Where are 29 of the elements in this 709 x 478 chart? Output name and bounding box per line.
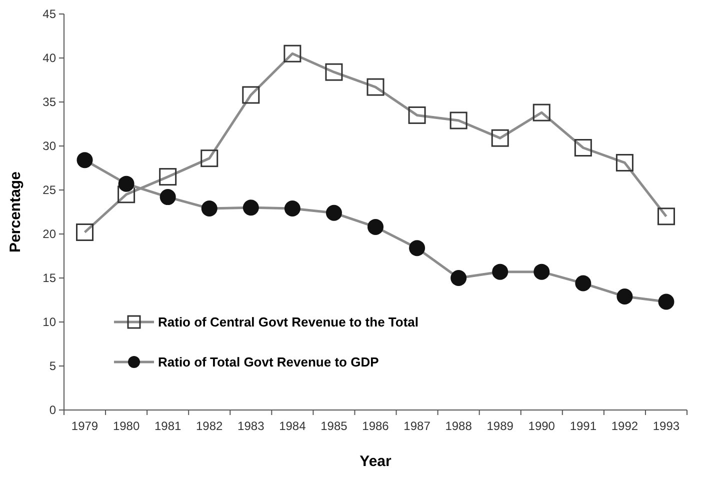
y-tick-label: 45 bbox=[42, 7, 56, 22]
x-tick-label: 1982 bbox=[196, 419, 224, 433]
y-tick-label: 5 bbox=[49, 359, 56, 374]
x-tick-label: 1984 bbox=[279, 419, 306, 433]
x-tick-label: 1987 bbox=[404, 419, 431, 433]
x-tick-label: 1993 bbox=[652, 419, 680, 433]
x-tick-label: 1991 bbox=[570, 419, 597, 433]
y-tick-label: 15 bbox=[42, 271, 56, 286]
y-axis-title: Percentage bbox=[7, 172, 24, 252]
x-tick-label: 1988 bbox=[445, 419, 472, 433]
y-tick-label: 0 bbox=[49, 403, 56, 418]
y-tick-label: 35 bbox=[42, 95, 56, 110]
y-tick-label: 20 bbox=[42, 227, 56, 242]
x-tick-label: 1986 bbox=[362, 419, 390, 433]
y-tick-label: 25 bbox=[42, 183, 56, 198]
legend-label: Ratio of Total Govt Revenue to GDP bbox=[158, 354, 380, 370]
x-tick-label: 1989 bbox=[486, 419, 514, 433]
x-tick-label: 1980 bbox=[112, 419, 140, 433]
x-tick-label: 1990 bbox=[528, 419, 556, 433]
x-tick-label: 1981 bbox=[154, 419, 182, 433]
y-tick-label: 40 bbox=[42, 51, 56, 66]
legend-label: Ratio of Central Govt Revenue to the Total bbox=[158, 314, 419, 330]
x-tick-label: 1992 bbox=[611, 419, 638, 433]
x-tick-label: 1985 bbox=[320, 419, 348, 433]
y-tick-label: 10 bbox=[42, 315, 56, 330]
x-tick-label: 1979 bbox=[71, 419, 98, 433]
x-tick-label: 1983 bbox=[238, 419, 265, 433]
x-axis-title: Year bbox=[360, 453, 392, 470]
y-tick-label: 30 bbox=[42, 139, 56, 154]
